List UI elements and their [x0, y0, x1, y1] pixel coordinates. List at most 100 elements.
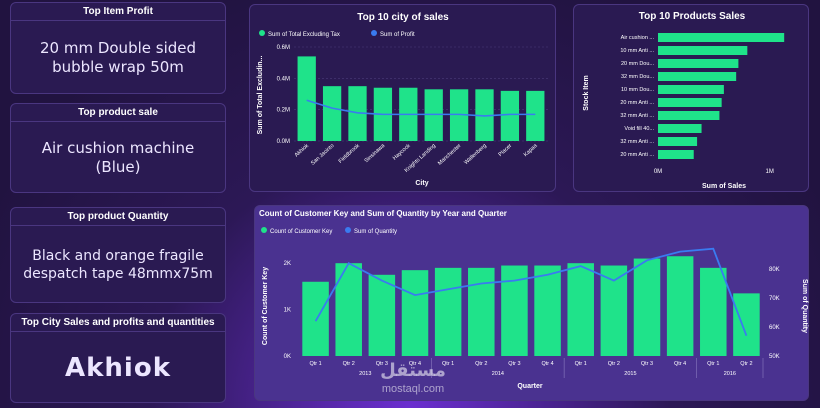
y-tick-label: 20 mm Anti ... [620, 152, 654, 158]
kpi-value: Akhiok [65, 352, 171, 383]
y2-tick-label: 50K [769, 354, 780, 360]
y-tick-label: 1K [284, 308, 291, 314]
kpi-card-top-product-quantity[interactable]: Top product Quantity Black and orange fr… [10, 207, 226, 303]
y2-tick-label: 80K [769, 267, 780, 273]
kpi-title: Top product Quantity [67, 211, 169, 222]
bar [468, 267, 495, 356]
chart-title: Count of Customer Key and Sum of Quantit… [259, 209, 507, 218]
x-tick-label: 1M [765, 169, 773, 175]
legend-marker-line [345, 227, 351, 233]
bar [658, 85, 724, 94]
y-tick-label: 2K [284, 261, 291, 267]
profit-line [306, 99, 536, 117]
x-tick-label: San Jacinto [310, 143, 335, 167]
chart-legend: Count of Customer Key Sum of Quantity [261, 227, 397, 235]
y-tick-label: 10 mm Dou... [621, 87, 654, 93]
x-tick-label: Akhiok [294, 143, 310, 159]
x-tick-label: Qtr 4 [674, 361, 686, 367]
legend-marker-bar [259, 30, 265, 36]
kpi-title: Top City Sales and profits and quantitie… [21, 317, 215, 328]
y-tick-label: 20 mm Anti ... [620, 100, 654, 106]
x-axis-label: Quarter [517, 383, 543, 390]
bar [658, 72, 737, 81]
quantity-line [314, 247, 748, 337]
year-label: 2013 [359, 371, 371, 377]
y-tick-label: 0.4M [277, 76, 290, 82]
bar [600, 265, 628, 356]
bar [658, 33, 785, 42]
legend-label: Sum of Quantity [354, 229, 397, 235]
y-tick-label: 20 mm Dou... [621, 61, 654, 67]
x-tick-label: Haycock [392, 143, 412, 162]
bar [658, 98, 722, 107]
x-tick-label: Qtr 3 [508, 361, 520, 367]
y-tick-label: 10 mm Anti ... [620, 48, 654, 54]
chart-title: Top 10 Products Sales [639, 11, 746, 22]
y-tick-label: 0.2M [277, 108, 290, 114]
bar [567, 263, 594, 356]
bar [658, 111, 720, 120]
x-tick-label: Qtr 3 [376, 361, 388, 367]
x-tick-label: Qtr 2 [608, 361, 620, 367]
kpi-title: Top product sale [78, 107, 158, 118]
year-label: 2014 [492, 371, 504, 377]
x-tick-label: Qtr 2 [740, 361, 752, 367]
x-tick-label: Qtr 4 [541, 361, 553, 367]
x-tick-label: Qtr 1 [707, 361, 719, 367]
chart-customers-quantity: Count of Customer Key and Sum of Quantit… [259, 209, 808, 390]
chart-top-cities: Top 10 city of sales Sum of Total Exclud… [257, 12, 548, 187]
bar [700, 267, 727, 356]
bar [666, 256, 694, 356]
bar [658, 150, 694, 159]
bar [302, 281, 329, 356]
bar [500, 90, 520, 141]
kpi-card-top-product-sale[interactable]: Top product sale Air cushion machine (Bl… [10, 103, 226, 193]
bar [322, 86, 342, 141]
bar [534, 265, 561, 356]
kpi-value: 20 mm Double sided bubble wrap 50m [39, 39, 197, 76]
y-tick-label: Air cushion ... [621, 35, 655, 41]
x-axis-label: Sum of Sales [702, 183, 746, 190]
kpi-title: Top Item Profit [83, 6, 153, 17]
x-tick-label: Placer [498, 143, 514, 158]
bar [401, 270, 429, 356]
bar [658, 59, 739, 68]
bar [658, 124, 702, 133]
bar [658, 137, 698, 146]
bar [733, 293, 760, 356]
bar [368, 274, 396, 356]
x-axis-label: City [415, 180, 428, 187]
legend-label: Sum of Total Excluding Tax [268, 32, 340, 38]
legend-label: Sum of Profit [380, 32, 415, 38]
chart-card-top-products[interactable]: Top 10 Products Sales Stock Item Sum of … [573, 4, 809, 192]
x-tick-label: Manchester [437, 143, 462, 167]
kpi-card-top-city[interactable]: Top City Sales and profits and quantitie… [10, 313, 226, 403]
y-tick-label: Void fill 40... [624, 126, 654, 132]
bar [526, 90, 545, 141]
y-tick-label: 32 mm Anti ... [620, 139, 654, 145]
bar [658, 46, 748, 55]
bar [434, 267, 462, 356]
y2-tick-label: 60K [769, 325, 780, 331]
chart-top-products: Top 10 Products Sales Stock Item Sum of … [583, 11, 785, 190]
chart-card-customers-quantity[interactable]: Count of Customer Key and Sum of Quantit… [254, 205, 809, 401]
y-axis-label: Sum of Total Excludin... [257, 56, 264, 135]
x-tick-label: 0M [654, 169, 662, 175]
year-label: 2016 [724, 371, 736, 377]
x-tick-label: Qtr 4 [409, 361, 421, 367]
x-tick-label: Sinsinawa [364, 142, 387, 164]
chart-title: Top 10 city of sales [357, 12, 449, 23]
legend-marker-bar [261, 227, 267, 233]
kpi-value: Air cushion machine (Blue) [41, 139, 195, 176]
x-tick-label: Qtr 1 [575, 361, 587, 367]
x-tick-label: Qtr 2 [343, 361, 355, 367]
y-tick-label: 0K [284, 354, 291, 360]
y-tick-label: 32 mm Anti ... [620, 113, 654, 119]
legend-marker-line [371, 30, 377, 36]
kpi-card-top-item-profit[interactable]: Top Item Profit 20 mm Double sided bubbl… [10, 2, 226, 94]
chart-legend: Sum of Total Excluding Tax Sum of Profit [259, 30, 415, 38]
bar [335, 263, 362, 356]
bar [633, 258, 661, 356]
kpi-value: Black and orange fragile despatch tape 4… [23, 248, 213, 282]
chart-card-top-cities[interactable]: Top 10 city of sales Sum of Total Exclud… [249, 4, 556, 192]
